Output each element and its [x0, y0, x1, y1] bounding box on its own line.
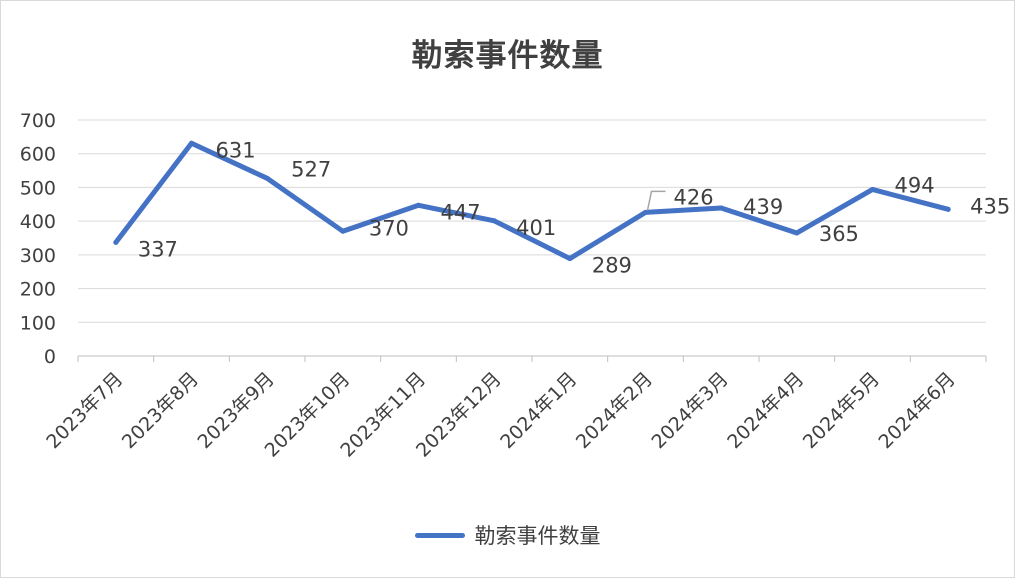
data-point: [870, 186, 875, 192]
data-label: 435: [970, 194, 1010, 218]
data-point: [416, 202, 421, 208]
y-tick-label: 100: [20, 312, 56, 334]
data-label: 439: [743, 195, 783, 219]
data-label: 289: [592, 254, 632, 278]
y-tick-label: 600: [20, 144, 56, 166]
data-label: 527: [291, 157, 331, 181]
y-tick-label: 0: [44, 346, 56, 368]
gridlines: [77, 119, 987, 362]
data-label: 447: [441, 200, 481, 224]
data-point: [340, 228, 346, 234]
data-label: 631: [216, 138, 256, 162]
x-tick-label: 2024年3月: [648, 368, 733, 453]
data-point: [718, 205, 724, 211]
data-label: 365: [819, 222, 859, 246]
y-tick-label: 700: [20, 110, 56, 132]
leader-line: [646, 190, 666, 211]
x-tick-label: 2024年1月: [496, 368, 581, 453]
legend-label: 勒索事件数量: [474, 524, 601, 548]
data-labels: 337 631 527 370 447 401 289 426 439 365 494 435: [138, 138, 1010, 277]
y-tick-label: 400: [20, 211, 56, 233]
chart-title: 勒索事件数量: [411, 38, 604, 74]
legend: 勒索事件数量: [0, 520, 1015, 550]
data-point: [945, 206, 951, 212]
series-layer: [113, 140, 951, 262]
data-point: [189, 140, 194, 146]
y-tick-label: 500: [20, 177, 56, 199]
y-axis-ticks: 0 100 200 300 400 500 600 700: [20, 110, 56, 368]
data-point: [113, 239, 119, 245]
x-tick-label: 2024年6月: [875, 368, 960, 453]
y-tick-label: 300: [20, 245, 56, 267]
legend-swatch: [414, 532, 465, 538]
data-point: [794, 230, 800, 236]
x-axis-ticks: 2023年7月2023年8月2023年9月2023年10月2023年11月202…: [42, 368, 960, 462]
x-tick-label: 2024年5月: [799, 368, 884, 453]
data-label: 370: [369, 216, 409, 240]
x-tick-label: 2023年8月: [118, 368, 203, 453]
data-label: 426: [674, 185, 714, 209]
x-tick-label: 2024年4月: [723, 368, 808, 453]
x-tick-label: 2024年2月: [572, 368, 657, 453]
data-point: [567, 256, 573, 262]
data-label: 401: [516, 216, 556, 240]
series-line: [113, 140, 951, 262]
data-label: 337: [138, 237, 178, 261]
data-label: 494: [895, 173, 935, 197]
data-point: [491, 218, 497, 224]
data-point: [643, 209, 648, 215]
y-tick-label: 200: [20, 279, 56, 301]
x-tick-label: 2023年7月: [42, 368, 127, 453]
data-point: [264, 175, 270, 181]
